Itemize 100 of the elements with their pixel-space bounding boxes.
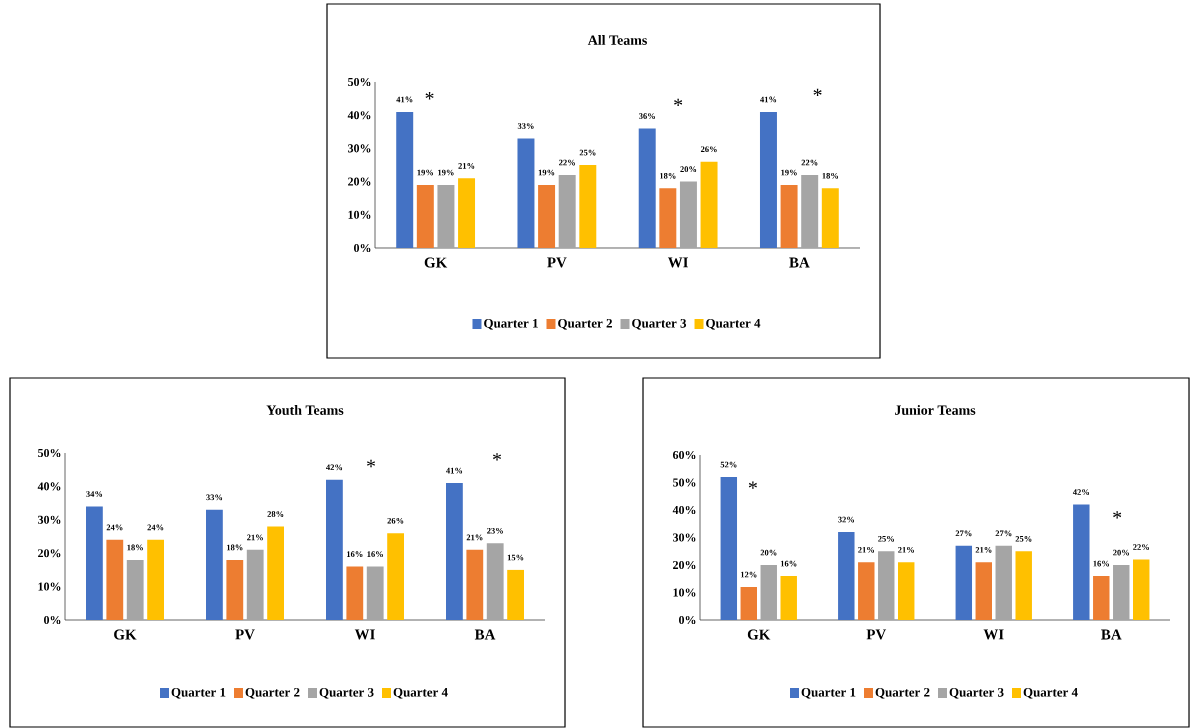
y-tick-label: 20% bbox=[348, 177, 371, 186]
bar bbox=[1113, 565, 1130, 620]
y-tick-label: 40% bbox=[672, 505, 696, 515]
data-label: 41% bbox=[396, 96, 413, 103]
data-label: 22% bbox=[559, 159, 575, 166]
y-tick-label: 20% bbox=[38, 549, 61, 558]
x-tick-label: BA bbox=[1101, 629, 1122, 640]
data-label: 26% bbox=[387, 517, 404, 524]
data-label: 16% bbox=[1093, 560, 1109, 567]
legend-label: Quarter 4 bbox=[1023, 687, 1078, 699]
data-label: 25% bbox=[878, 535, 894, 542]
bar bbox=[106, 539, 124, 620]
data-label: 21% bbox=[466, 534, 483, 541]
legend-label: Quarter 1 bbox=[484, 318, 538, 330]
bar bbox=[1015, 551, 1032, 620]
x-tick-label: BA bbox=[789, 257, 810, 268]
y-tick-label: 40% bbox=[37, 482, 61, 491]
data-label: 19% bbox=[438, 169, 454, 176]
data-label: 34% bbox=[86, 491, 103, 497]
y-tick-label: 20% bbox=[673, 560, 696, 570]
legend-label: Quarter 2 bbox=[558, 318, 612, 330]
data-label: 18% bbox=[127, 544, 143, 551]
bar bbox=[801, 174, 819, 248]
bar bbox=[147, 539, 164, 620]
y-tick-label: 10% bbox=[38, 582, 61, 591]
bar bbox=[579, 165, 597, 248]
bar bbox=[780, 576, 797, 620]
bar bbox=[821, 188, 839, 248]
legend-label: Quarter 3 bbox=[632, 318, 687, 330]
bar bbox=[955, 545, 973, 620]
legend-label: Quarter 4 bbox=[706, 318, 761, 330]
annotation: * bbox=[366, 459, 376, 468]
data-label: 21% bbox=[458, 163, 475, 169]
data-label: 21% bbox=[898, 546, 914, 553]
bar bbox=[486, 543, 504, 620]
data-label: 42% bbox=[326, 464, 343, 471]
data-label: 15% bbox=[507, 554, 524, 561]
data-label: 32% bbox=[838, 516, 854, 523]
y-tick-label: 60% bbox=[672, 450, 696, 460]
bar bbox=[659, 188, 677, 248]
annotation: * bbox=[674, 98, 683, 107]
annotation: * bbox=[748, 481, 757, 489]
data-label: 33% bbox=[206, 494, 223, 501]
bar bbox=[759, 111, 777, 248]
bar bbox=[858, 562, 875, 620]
bar bbox=[366, 566, 384, 620]
bar bbox=[838, 532, 855, 620]
y-tick-label: 50% bbox=[348, 77, 371, 87]
y-tick-label: 0% bbox=[44, 615, 61, 625]
y-tick-label: 30% bbox=[38, 515, 61, 524]
y-tick-label: 0% bbox=[679, 615, 696, 625]
x-tick-label: WI bbox=[983, 629, 1004, 640]
legend-label: Quarter 3 bbox=[319, 687, 374, 699]
annotation: * bbox=[1113, 511, 1122, 519]
data-label: 52% bbox=[720, 461, 737, 468]
x-tick-label: BA bbox=[474, 629, 496, 640]
data-label: 20% bbox=[760, 549, 777, 556]
bar bbox=[878, 551, 895, 620]
data-label: 26% bbox=[700, 146, 717, 153]
data-label: 20% bbox=[1113, 549, 1129, 556]
data-label: 27% bbox=[955, 530, 972, 537]
legend-label: Quarter 2 bbox=[245, 687, 300, 699]
data-label: 21% bbox=[858, 546, 874, 553]
bar bbox=[446, 483, 463, 620]
bar bbox=[780, 184, 798, 248]
annotation: * bbox=[425, 92, 434, 100]
y-tick-label: 50% bbox=[38, 448, 61, 458]
bar bbox=[326, 479, 343, 620]
bar bbox=[126, 559, 144, 620]
data-label: 42% bbox=[1072, 489, 1089, 495]
y-tick-label: 40% bbox=[347, 111, 371, 120]
data-label: 21% bbox=[975, 546, 992, 553]
chart-title: All Teams bbox=[587, 35, 647, 45]
x-tick-label: WI bbox=[667, 257, 689, 268]
x-tick-label: PV bbox=[547, 257, 567, 268]
bar bbox=[86, 506, 103, 620]
bar bbox=[700, 161, 718, 248]
bar bbox=[760, 565, 777, 620]
bar bbox=[720, 477, 738, 620]
y-tick-label: 30% bbox=[348, 144, 371, 153]
data-label: 18% bbox=[227, 544, 243, 551]
legend-label: Quarter 2 bbox=[875, 687, 930, 699]
data-label: 24% bbox=[106, 524, 123, 531]
data-label: 19% bbox=[417, 169, 433, 176]
bar bbox=[558, 174, 576, 248]
chart-title: Youth Teams bbox=[266, 405, 344, 415]
data-label: 19% bbox=[538, 169, 555, 176]
data-label: 16% bbox=[780, 560, 797, 567]
chart-title: Junior Teams bbox=[895, 405, 976, 415]
annotation: * bbox=[492, 453, 502, 461]
bar bbox=[206, 509, 223, 620]
x-tick-label: PV bbox=[235, 629, 255, 640]
bar bbox=[898, 562, 915, 620]
data-label: 21% bbox=[247, 534, 263, 541]
y-tick-label: 0% bbox=[354, 243, 371, 253]
data-label: 28% bbox=[267, 511, 284, 517]
data-label: 22% bbox=[801, 159, 818, 166]
data-label: 18% bbox=[660, 172, 676, 179]
legend-label: Quarter 3 bbox=[949, 687, 1004, 699]
data-label: 25% bbox=[579, 149, 596, 156]
